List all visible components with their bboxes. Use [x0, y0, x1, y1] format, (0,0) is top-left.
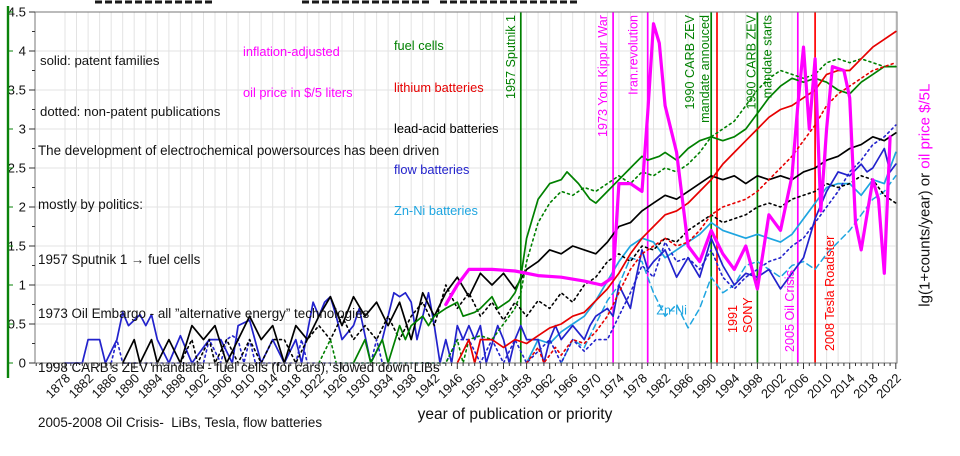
- x-tick-label: 2018: [850, 371, 881, 402]
- legend-item-zn-ni: Zn-Ni batteries: [394, 202, 478, 218]
- event-label-iran-revolution: Iran.revolution: [627, 15, 641, 95]
- x-tick-label: 2006: [781, 371, 812, 402]
- x-tick-label: 1974: [596, 371, 627, 402]
- x-axis-title: year of publication or priority: [417, 406, 613, 423]
- y-tick-label: 3.5: [8, 83, 26, 98]
- x-tick-label: 2014: [827, 371, 858, 402]
- series-lithium-patents: [456, 30, 897, 364]
- y-tick-label: 2.5: [8, 161, 26, 176]
- x-tick-label: 1986: [665, 371, 696, 402]
- series-lead-acid-publications: [179, 175, 897, 364]
- right-axis-title-counts: lg(1+counts/year) or: [916, 168, 934, 307]
- legend-item-lead-acid: lead-acid batteries: [394, 120, 499, 136]
- x-tick-label: 1954: [481, 371, 512, 402]
- event-label-sputnik-1957: 1957 Sputnik 1: [504, 15, 518, 99]
- event-label-carb-zev-starts-1998: mandate starts: [760, 15, 774, 98]
- oil-price-note: inflation-adjusted oil price in $/5 lite…: [243, 43, 353, 100]
- x-tick-label: 2022: [873, 371, 904, 402]
- series-legend: fuel cells lithium batteries lead-acid b…: [394, 12, 499, 245]
- history-annotation: The development of electrochemical power…: [38, 143, 440, 430]
- event-label-carb-zev-announced-1990: 1990 CARB ZEV: [683, 14, 697, 109]
- right-axis-title: lg(1+counts/year) or oil price $/5L: [900, 49, 951, 359]
- y-tick-label: 4.5: [8, 5, 26, 20]
- line-style-note: solid: patent families dotted: non-paten…: [40, 18, 220, 154]
- x-tick-label: 1982: [642, 371, 673, 402]
- legend-item-lithium: lithium batteries: [394, 79, 484, 95]
- event-label-sony-1991: SONY: [741, 297, 755, 333]
- series-flow-patents: [64, 147, 897, 364]
- inplot-label-zn-ni: Zn-Ni: [656, 304, 687, 318]
- x-tick-label: 1978: [619, 371, 650, 402]
- legend-item-flow: flow batteries: [394, 161, 470, 177]
- series-fuel-cells-patents: [352, 65, 897, 364]
- y-tick-label: 3: [19, 122, 26, 137]
- y-tick-label: 2: [19, 200, 26, 215]
- series-fuel-cells-publications: [318, 58, 897, 364]
- event-label-yom-kippur-1973: 1973 Yom Kippur War: [596, 15, 610, 137]
- x-tick-label: 1994: [712, 371, 743, 402]
- y-tick-label: 4: [19, 44, 26, 59]
- series-flow-publications: [110, 124, 897, 364]
- x-tick-label: 2010: [804, 371, 835, 402]
- y-tick-label: 0: [19, 356, 26, 371]
- event-label-carb-zev-announced-1990: mandate annouced: [698, 15, 712, 123]
- event-label-tesla-roadster-2008: 2008 Tesla Roadster: [823, 236, 837, 351]
- x-tick-label: 1990: [689, 371, 720, 402]
- y-tick-label: 1.5: [8, 239, 26, 254]
- event-label-oil-crisis-2005: 2005 Oil Crisis: [783, 270, 797, 352]
- y-tick-label: 0.5: [8, 317, 26, 332]
- y-tick-label: 1: [19, 278, 26, 293]
- note-dotted: dotted: non-patent publications: [40, 104, 221, 119]
- series-zn-ni-publications: [560, 175, 897, 364]
- event-label-sony-1991: 1991: [726, 305, 740, 333]
- x-tick-label: 2002: [758, 371, 789, 402]
- x-tick-label: 1962: [527, 371, 558, 402]
- series-oil-price: [444, 22, 892, 307]
- right-axis-title-oil: oil price $/5L: [916, 83, 934, 169]
- note-solid: solid: patent families: [40, 53, 160, 68]
- series-zn-ni-patents: [525, 151, 897, 364]
- event-label-carb-zev-starts-1998: 1990 CARB ZEV: [744, 14, 758, 109]
- series-lithium-publications: [525, 61, 897, 364]
- series-lead-acid-patents: [121, 132, 897, 364]
- legend-item-fuel-cells: fuel cells: [394, 38, 444, 54]
- x-tick-label: 1966: [550, 371, 581, 402]
- x-tick-label: 1970: [573, 371, 604, 402]
- x-tick-label: 1958: [504, 371, 535, 402]
- x-tick-label: 1998: [735, 371, 766, 402]
